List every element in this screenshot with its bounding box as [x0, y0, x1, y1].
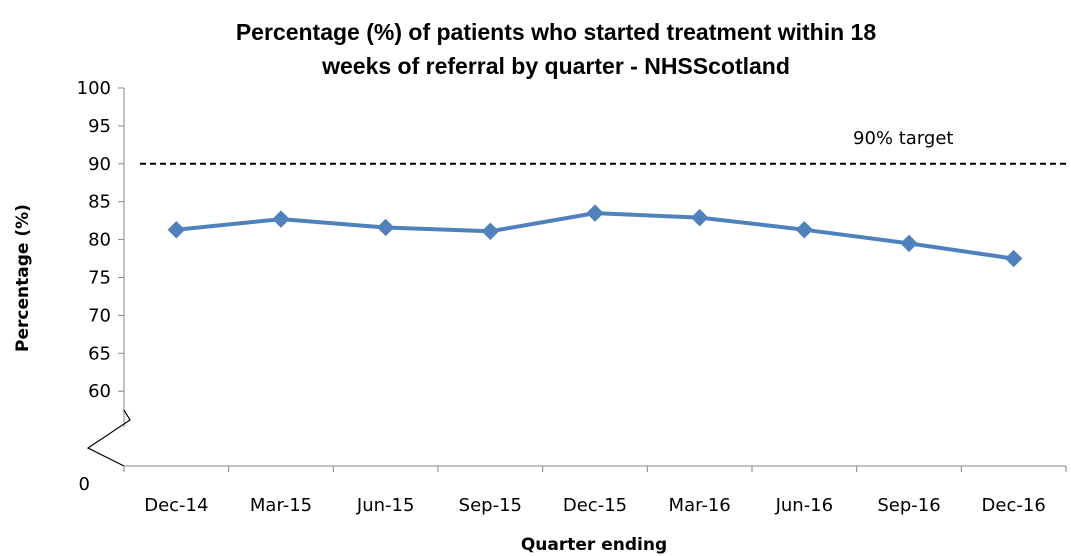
- data-point-marker: [481, 222, 500, 240]
- x-tick-label: Dec-14: [144, 495, 208, 516]
- y-tick-label-zero: 0: [79, 474, 90, 495]
- y-tick-label: 100: [77, 78, 111, 99]
- y-tick-label: 70: [88, 305, 111, 326]
- data-point-marker: [586, 204, 604, 222]
- data-point-marker: [900, 234, 918, 253]
- x-tick-label: Dec-16: [982, 495, 1046, 516]
- x-tick-label: Sep-15: [459, 495, 522, 516]
- y-tick-label: 75: [88, 268, 111, 289]
- y-tick-label: 65: [88, 343, 111, 364]
- y-tick-label: 90: [88, 154, 111, 175]
- data-point-marker: [795, 221, 814, 239]
- x-tick-label: Jun-15: [356, 495, 415, 516]
- data-point-marker: [167, 221, 186, 239]
- target-label: 90% target: [853, 128, 953, 149]
- y-axis-title: Percentage (%): [13, 204, 33, 352]
- x-tick-label: Mar-16: [669, 495, 731, 516]
- x-axis-title: Quarter ending: [521, 535, 667, 555]
- x-tick-label: Mar-15: [250, 495, 312, 516]
- data-point-marker: [272, 210, 290, 228]
- data-point-marker: [1004, 249, 1023, 268]
- data-point-marker: [690, 208, 709, 227]
- y-tick-label: 60: [88, 381, 111, 402]
- chart-title-line-2: weeks of referral by quarter - NHSScotla…: [321, 53, 790, 79]
- data-point-marker: [376, 218, 395, 237]
- chart-title-line-1: Percentage (%) of patients who started t…: [236, 19, 876, 45]
- axis-break-icon: [86, 409, 131, 467]
- target-line-group: 90% target: [140, 128, 1066, 165]
- x-axis: Dec-14 Mar-15 Jun-15 Sep-15 Dec-15 Mar-16 Jun-…: [123, 465, 1067, 516]
- y-tick-label: 80: [88, 230, 111, 251]
- y-tick-label: 85: [88, 192, 111, 213]
- y-tick-label: 95: [88, 116, 111, 137]
- x-tick-label: Jun-16: [775, 495, 834, 516]
- x-tick-label: Dec-15: [563, 495, 627, 516]
- x-tick-label: Sep-16: [877, 495, 940, 516]
- y-axis: 100 95 90 85 80 75 70 65 60 0: [77, 78, 131, 495]
- series-percentage: [167, 204, 1023, 268]
